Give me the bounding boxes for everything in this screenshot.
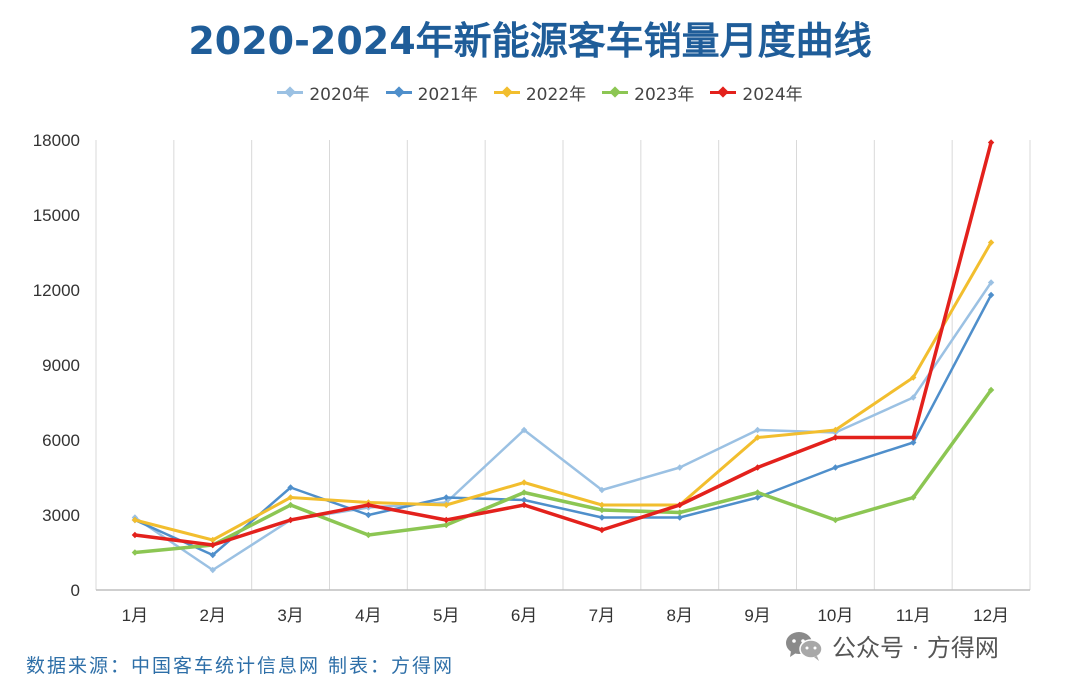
data-point (520, 426, 528, 434)
y-tick-label: 12000 (33, 281, 80, 300)
data-point (832, 434, 839, 441)
data-point (832, 426, 839, 434)
data-point (910, 394, 917, 401)
data-point (209, 566, 216, 574)
series-line (133, 140, 993, 547)
series-line (133, 241, 993, 542)
legend-swatch (493, 86, 520, 98)
data-point (987, 139, 995, 146)
x-tick-label: 2月 (200, 606, 226, 625)
data-point (365, 531, 372, 539)
source-note: 数据来源：中国客车统计信息网 制表：方得网 (26, 655, 455, 677)
x-tick-label: 7月 (589, 606, 615, 625)
chart-title: 2020-2024年新能源客车销量月度曲线 (188, 19, 872, 63)
data-point (598, 506, 606, 514)
data-point (987, 279, 995, 286)
data-point (287, 516, 294, 524)
data-point (131, 531, 139, 539)
y-tick-label: 3000 (42, 506, 80, 525)
y-tick-label: 6000 (42, 431, 80, 450)
x-tick-label: 9月 (744, 606, 770, 625)
series-line (133, 293, 993, 557)
data-point (987, 291, 995, 299)
y-tick-label: 0 (71, 581, 80, 600)
data-point (520, 496, 528, 504)
data-point (287, 494, 294, 501)
data-point (676, 514, 683, 521)
data-point (598, 486, 606, 494)
data-point (598, 514, 606, 521)
data-point (754, 434, 761, 441)
data-point (754, 464, 761, 471)
legend-item: 2020年 (277, 80, 370, 105)
data-point (987, 239, 995, 246)
y-tick-label: 9000 (42, 356, 80, 375)
y-tick-label: 15000 (33, 206, 80, 225)
legend-label: 2022年 (525, 85, 587, 105)
legend-swatch (710, 86, 737, 98)
watermark-text: 公众号 · 方得网 (832, 634, 999, 662)
x-tick-label: 12月 (973, 606, 1009, 625)
data-point (676, 509, 683, 516)
data-point (209, 536, 216, 544)
legend-swatch (385, 86, 412, 98)
data-point (443, 516, 450, 524)
legend-swatch (602, 86, 629, 98)
data-point (443, 521, 450, 529)
data-point (754, 426, 761, 434)
line-chart: 0 3000 6000 9000 12000 15000 18000 1月 2月 3月 4月 5月 6月… (33, 131, 1031, 625)
wechat-icon (786, 631, 823, 661)
data-point (832, 464, 839, 471)
data-point (910, 374, 917, 381)
watermark: 公众号 · 方得网 (784, 628, 999, 663)
x-tick-label: 4月 (355, 606, 381, 625)
legend-swatch (277, 86, 304, 98)
legend-label: 2024年 (742, 85, 803, 105)
data-point (520, 489, 528, 496)
y-tick-label: 18000 (33, 131, 80, 150)
series-line (133, 388, 993, 555)
legend-item: 2023年 (602, 80, 694, 105)
data-point (598, 501, 606, 509)
data-point (209, 541, 216, 549)
data-point (598, 526, 606, 534)
data-point (287, 501, 294, 509)
x-tick-label: 1月 (122, 606, 148, 625)
data-point (520, 501, 528, 509)
data-point (910, 494, 917, 501)
x-tick-label: 5月 (433, 606, 459, 625)
series-line (133, 281, 993, 572)
legend-item: 2022年 (493, 80, 587, 105)
x-tick-label: 6月 (511, 606, 537, 625)
data-point (676, 501, 683, 509)
legend-item: 2024年 (710, 80, 803, 105)
data-point (910, 434, 917, 441)
legend-item: 2021年 (385, 80, 478, 105)
legend-label: 2023年 (634, 85, 695, 105)
data-point (365, 511, 372, 519)
data-point (676, 464, 683, 471)
data-point (287, 484, 294, 491)
x-tick-label: 3月 (277, 606, 303, 625)
data-point (443, 501, 450, 509)
x-tick-label: 10月 (817, 606, 853, 625)
legend-label: 2020年 (309, 85, 370, 105)
data-point (131, 549, 139, 556)
data-point (209, 551, 216, 559)
data-point (443, 494, 450, 501)
data-point (131, 516, 139, 524)
x-tick-label: 8月 (667, 606, 693, 625)
legend-label: 2021年 (417, 85, 478, 105)
data-point (832, 516, 839, 524)
data-point (520, 479, 528, 486)
data-point (754, 489, 761, 496)
x-tick-label: 11月 (896, 606, 931, 625)
data-point (365, 501, 372, 509)
data-point (987, 386, 995, 394)
data-point (754, 494, 761, 501)
legend: 2020年 2021年 2022年 2023年 2024年 (0, 80, 1080, 105)
data-point (910, 439, 917, 446)
